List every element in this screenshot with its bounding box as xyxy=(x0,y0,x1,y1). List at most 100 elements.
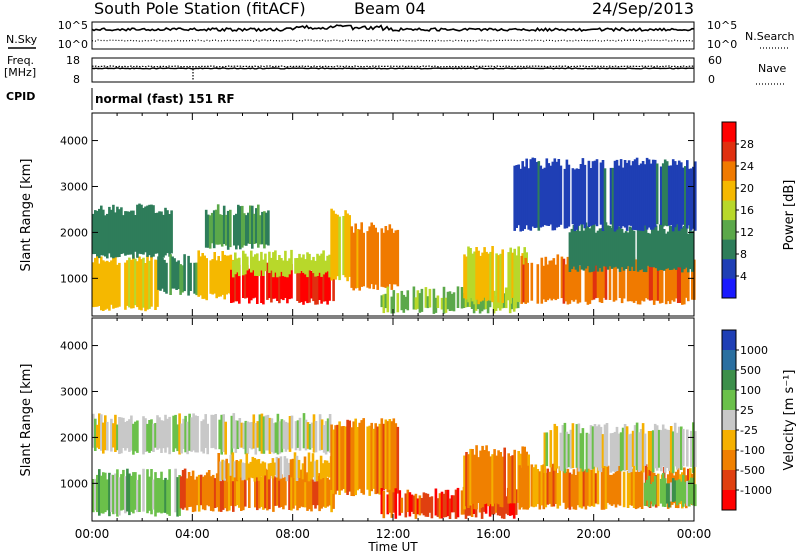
heatmap-cell xyxy=(534,464,538,507)
heatmap-region xyxy=(513,157,697,232)
heatmap-cell xyxy=(634,471,638,510)
heatmap-cell xyxy=(485,445,488,504)
heatmap-cell xyxy=(692,422,695,473)
heatmap-cell xyxy=(303,456,307,483)
freq-unit: [MHz] xyxy=(4,66,36,79)
heatmap-cell xyxy=(575,424,579,468)
heatmap-cell xyxy=(219,478,223,512)
heatmap-cell xyxy=(232,271,235,303)
heatmap-cell xyxy=(394,488,398,519)
heatmap-cell xyxy=(610,228,614,269)
heatmap-cell xyxy=(324,475,327,508)
heatmap-cell xyxy=(217,453,220,480)
heatmap-cell xyxy=(596,264,600,298)
heatmap-cell xyxy=(177,260,180,290)
heatmap-cell xyxy=(474,294,478,311)
heatmap-cell xyxy=(543,167,547,225)
heatmap-cell xyxy=(230,473,233,506)
heatmap-cell xyxy=(126,211,129,255)
heatmap-cell xyxy=(380,488,384,515)
heatmap-cell xyxy=(661,424,665,467)
heatmap-cell xyxy=(659,478,663,504)
heatmap-cell xyxy=(491,246,494,303)
heatmap-cell xyxy=(239,206,242,250)
heatmap-cell xyxy=(114,414,117,452)
heatmap-cell xyxy=(418,293,422,313)
heatmap-cell xyxy=(289,459,293,478)
heatmap-cell xyxy=(186,421,189,455)
heatmap-cell xyxy=(511,252,514,298)
heatmap-cell xyxy=(215,260,218,299)
heatmap-cell xyxy=(372,428,375,489)
heatmap-cell xyxy=(684,166,687,228)
heatmap-cell xyxy=(517,246,520,303)
heatmap-cell xyxy=(191,470,195,513)
heatmap-cell xyxy=(262,416,266,454)
heatmap-cell xyxy=(176,477,179,517)
heatmap-cell xyxy=(655,425,659,471)
heatmap-cell xyxy=(404,296,408,310)
heatmap-cell xyxy=(134,215,137,252)
heatmap-cell xyxy=(296,258,299,274)
heatmap-cell xyxy=(287,462,291,476)
heatmap-cell xyxy=(213,478,217,508)
heatmap-cell xyxy=(450,293,454,311)
heatmap-cell xyxy=(228,477,231,511)
heatmap-cell xyxy=(150,419,153,451)
heatmap-region xyxy=(568,221,694,273)
heatmap-cell xyxy=(278,421,282,454)
colorbar-tick-label: 16 xyxy=(740,204,754,217)
heatmap-cell xyxy=(605,423,609,467)
heatmap-cell xyxy=(241,205,244,248)
heatmap-cell xyxy=(348,420,351,492)
heatmap-cell xyxy=(553,423,557,471)
nsky-panel xyxy=(91,21,695,50)
heatmap-cell xyxy=(460,490,464,515)
heatmap-region xyxy=(230,261,335,305)
heatmap-cell xyxy=(221,479,225,510)
heatmap-cell xyxy=(603,168,607,230)
heatmap-cell xyxy=(524,469,527,506)
heatmap-cell xyxy=(562,258,566,304)
heatmap-cell xyxy=(546,264,550,301)
heatmap-cell xyxy=(510,290,514,310)
heatmap-cell xyxy=(316,262,319,305)
heatmap-cell xyxy=(694,161,697,231)
heatmap-cell xyxy=(282,477,285,510)
heatmap-cell xyxy=(470,490,474,517)
heatmap-cell xyxy=(617,433,621,466)
heatmap-cell xyxy=(596,230,600,272)
heatmap-cell xyxy=(580,465,584,509)
heatmap-cell xyxy=(326,255,329,272)
heatmap-cell xyxy=(238,257,241,277)
heatmap-cell xyxy=(659,430,663,472)
heatmap-cell xyxy=(530,262,534,301)
heatmap-cell xyxy=(100,414,103,451)
heatmap-cell xyxy=(128,419,131,452)
heatmap-cell xyxy=(134,258,137,306)
heatmap-cell xyxy=(248,268,251,304)
colorbar-swatch xyxy=(722,200,736,221)
heatmap-cell xyxy=(114,255,117,308)
heatmap-cell xyxy=(314,261,317,305)
heatmap-cell xyxy=(565,159,569,229)
heatmap-cell xyxy=(158,417,161,449)
heatmap-cell xyxy=(471,253,474,302)
colorbar-swatch xyxy=(722,161,736,181)
heatmap-cell xyxy=(524,257,527,304)
heatmap-cell xyxy=(324,421,328,455)
heatmap-cell xyxy=(481,252,484,301)
heatmap-cell xyxy=(595,426,599,468)
heatmap-cell xyxy=(199,474,203,506)
heatmap-cell xyxy=(242,422,246,450)
colorbar-swatch xyxy=(722,258,736,279)
heatmap-cell xyxy=(487,451,490,507)
heatmap-cell xyxy=(271,458,275,479)
heatmap-cell xyxy=(114,473,117,514)
heatmap-cell xyxy=(582,470,586,507)
heatmap-cell xyxy=(132,254,135,309)
heatmap-cell xyxy=(588,228,592,273)
heatmap-region xyxy=(92,468,181,517)
heatmap-cell xyxy=(643,433,647,466)
heatmap-cell xyxy=(671,478,675,502)
